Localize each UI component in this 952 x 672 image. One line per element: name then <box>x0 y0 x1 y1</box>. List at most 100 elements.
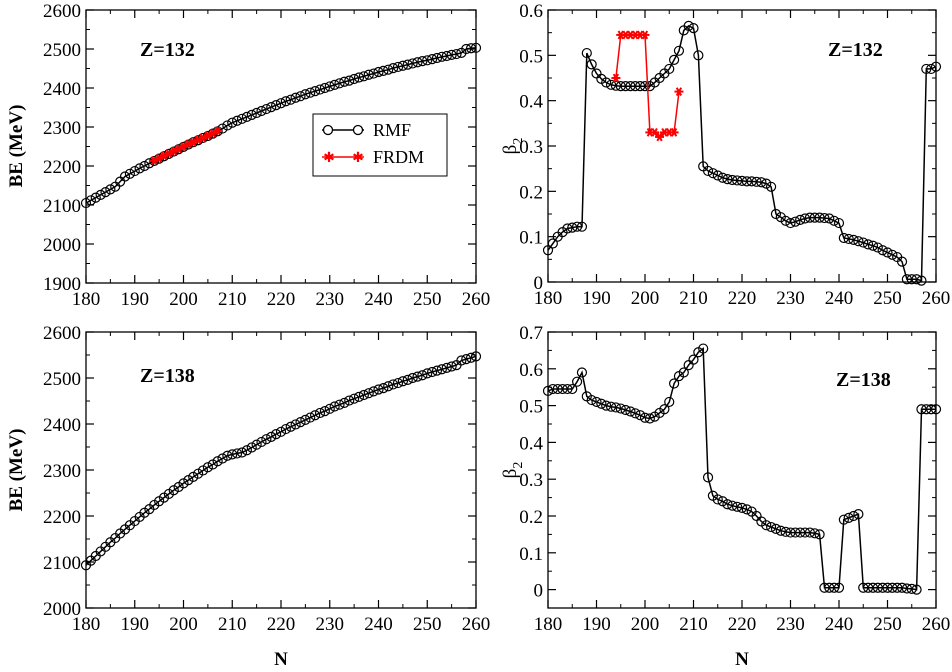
data-point-rmf <box>266 102 277 113</box>
data-point-rmf <box>809 212 820 223</box>
data-point-rmf <box>100 187 111 198</box>
data-point-rmf <box>232 448 243 459</box>
x-axis-label-left: N <box>274 649 288 670</box>
data-point-rmf <box>601 400 612 411</box>
data-point-rmf <box>275 98 287 109</box>
data-point-frdm <box>213 126 223 136</box>
data-point-rmf <box>422 368 433 379</box>
data-point-rmf <box>601 77 612 88</box>
data-point-rmf <box>727 500 738 511</box>
data-point-rmf <box>901 583 913 594</box>
series-line-rmf <box>547 25 937 282</box>
data-point-rmf <box>678 367 689 378</box>
data-point-rmf <box>630 408 641 419</box>
data-point-rmf <box>838 514 849 525</box>
data-point-rmf <box>615 403 626 414</box>
y-tick-label: 2000 <box>43 235 81 256</box>
data-point-rmf <box>95 189 106 200</box>
data-point-rmf <box>712 170 723 181</box>
data-point-rmf <box>227 117 238 128</box>
data-point-rmf <box>212 456 223 467</box>
data-point-rmf <box>659 404 670 415</box>
legend: RMF ✱ ✱ FRDM <box>312 113 448 177</box>
data-point-rmf <box>319 406 330 417</box>
data-point-rmf <box>562 383 573 395</box>
data-point-rmf <box>858 237 869 248</box>
data-point-rmf <box>461 43 472 55</box>
x-tick-label: 210 <box>679 614 708 635</box>
data-point-rmf <box>470 42 482 53</box>
data-point-rmf <box>222 120 233 131</box>
data-point-rmf <box>441 50 452 62</box>
x-tick-label: 230 <box>776 614 805 635</box>
data-point-frdm <box>669 128 679 137</box>
data-point-rmf <box>571 221 583 232</box>
y-tick-label: 0 <box>534 581 544 602</box>
data-point-rmf <box>349 73 360 85</box>
data-point-rmf <box>334 399 345 410</box>
data-point-rmf <box>397 376 408 387</box>
y-tick-label: 0.4 <box>519 92 543 113</box>
data-point-rmf <box>417 370 428 381</box>
y-tick-label: 1900 <box>43 274 81 295</box>
data-point-rmf <box>693 50 704 61</box>
data-point-rmf <box>644 413 655 424</box>
x-tick-label: 230 <box>316 614 345 635</box>
y-axis-label: β2 <box>500 138 526 155</box>
data-point-rmf <box>285 421 296 432</box>
legend-frdm-marker: ✱ <box>352 150 364 166</box>
x-tick-label: 240 <box>825 288 854 309</box>
y-tick-label: 2500 <box>43 40 81 61</box>
x-tick-label: 220 <box>267 614 296 635</box>
data-point-rmf <box>605 401 617 412</box>
data-point-rmf <box>765 181 777 192</box>
data-point-rmf <box>736 175 748 187</box>
data-point-rmf <box>567 383 578 395</box>
series-line-rmf <box>85 355 477 566</box>
data-point-rmf <box>906 274 917 285</box>
data-point-rmf <box>90 192 101 203</box>
data-point-rmf <box>446 361 457 372</box>
data-point-rmf <box>790 527 801 538</box>
data-point-rmf <box>926 63 937 75</box>
data-point-rmf <box>848 234 859 245</box>
data-point-rmf <box>814 529 825 540</box>
data-point-rmf <box>407 372 418 384</box>
data-point-rmf <box>799 213 811 224</box>
data-point-rmf <box>843 512 854 523</box>
data-point-rmf <box>344 75 355 86</box>
x-tick-label: 250 <box>413 614 442 635</box>
data-point-rmf <box>639 412 651 423</box>
data-point-rmf <box>901 274 913 285</box>
data-point-rmf <box>562 223 573 234</box>
data-point-rmf <box>921 63 932 75</box>
y-tick-label: 0.2 <box>519 182 543 203</box>
data-point-rmf <box>373 66 384 78</box>
data-point-rmf <box>722 173 733 185</box>
data-point-rmf <box>930 61 942 72</box>
data-point-rmf <box>358 71 369 82</box>
data-point-rmf <box>877 245 888 256</box>
y-tick-label: 2300 <box>43 461 81 482</box>
data-point-rmf <box>427 54 438 65</box>
data-point-rmf <box>824 582 835 593</box>
x-tick-label: 200 <box>631 288 660 309</box>
data-point-rmf <box>829 215 840 226</box>
data-point-rmf <box>741 176 752 187</box>
data-point-rmf <box>222 450 233 461</box>
data-point-rmf <box>591 396 602 408</box>
x-tick-label: 240 <box>825 614 854 635</box>
data-point-rmf <box>664 396 675 408</box>
panel-annotation: Z=132 <box>140 39 195 61</box>
data-point-rmf <box>441 362 452 373</box>
data-point-rmf <box>819 582 830 593</box>
legend-rmf-marker <box>352 124 364 136</box>
chart-marks: 180 190 200 210 220 230 240 250 2601900200021002… <box>43 1 950 635</box>
data-point-rmf <box>770 523 782 534</box>
data-point-rmf <box>795 527 806 538</box>
y-tick-label: 2500 <box>43 369 81 390</box>
data-point-rmf <box>280 423 291 435</box>
y-tick-label: 2100 <box>43 196 81 217</box>
x-tick-label: 210 <box>679 288 708 309</box>
data-point-rmf <box>872 582 883 593</box>
